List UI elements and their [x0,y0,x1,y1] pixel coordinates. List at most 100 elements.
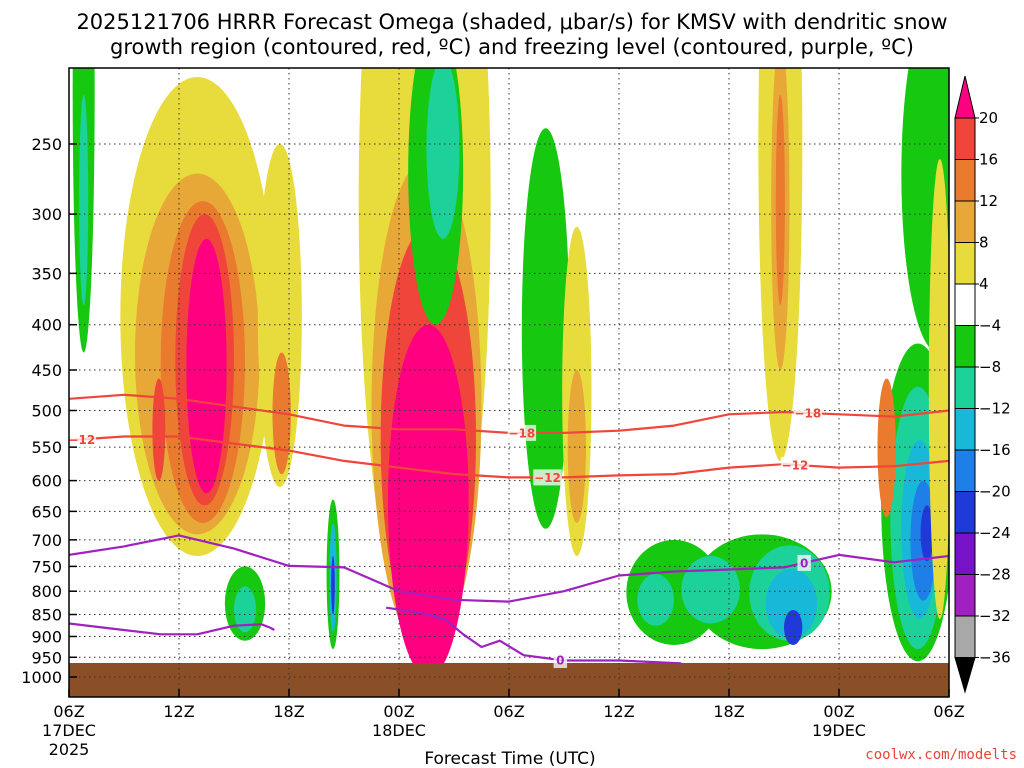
x-tick-label-4: 06Z [493,702,524,721]
y-tick-label-14: 950 [31,648,62,667]
plot-area: −12 −12 −12 −18 −18 0 0 [68,68,949,697]
colorbar-label-7: −12 [979,400,1011,418]
colorbar-segment-6 [954,325,976,368]
contour-label-bg-1-1 [793,405,823,422]
colorbar-label-13: −36 [979,649,1011,667]
colorbar-label-0: 20 [979,109,998,127]
y-tick-label-3: 400 [31,316,62,335]
x-tick-label-1: 12Z [163,702,194,721]
contour-label-0-1: −12 [534,471,561,485]
colorbar-label-8: −16 [979,441,1011,459]
y-tick-label-6: 550 [31,438,62,457]
omega-cell-1 [79,94,89,305]
contour-label-4-0: 0 [556,654,564,668]
y-tick-label-8: 650 [31,502,62,521]
colorbar-top-triangle [954,75,976,119]
colorbar-label-1: 16 [979,151,998,169]
colorbar-label-6: −8 [979,358,1001,376]
colorbar-label-5: −4 [979,317,1001,335]
contour-label-bg-0-1 [533,469,562,486]
contour-label-2-0: 0 [800,556,808,570]
contour-label-bg-2-0 [797,554,811,571]
omega-cell-15 [426,68,460,239]
colorbar-label-9: −20 [979,483,1011,501]
colorbar-bottom-triangle [954,657,976,694]
contour-label-1-1: −18 [794,407,821,421]
watermark-credit: coolwx.com/modelts [865,747,1017,763]
omega-cell-29 [681,556,741,624]
x-tick-label-3: 00Z [383,702,414,721]
omega-cell-28 [784,609,803,645]
omega-cell-13 [388,324,469,677]
omega-cell-30 [637,574,675,626]
omega-cell-41 [877,378,896,518]
colorbar-segment-8 [954,408,976,451]
x-tick-label-8: 06Z [933,702,964,721]
omega-cell-38 [920,505,934,562]
omega-cell-20 [234,586,256,633]
colorbar-label-12: −32 [979,607,1011,625]
x-tick-label-2: 18Z [273,702,304,721]
y-tick-label-13: 900 [31,627,62,646]
y-tick-label-7: 600 [31,472,62,491]
colorbar-segment-2 [954,159,976,202]
colorbar-segment-1 [954,117,976,160]
colorbar-legend: 20 16 12 8 4 −4 −8 −12 −16 −20 −24 −28 −32 −36 [954,75,1011,694]
omega-cell-21 [521,128,570,529]
colorbar-segment-5 [954,283,976,326]
x-axis-label: Forecast Time (UTC) [424,749,595,768]
contour-line-3 [69,622,275,636]
chart-title-line-1: 2025121706 HRRR Forecast Omega (shaded, … [76,10,947,34]
contour-lines: −12 −12 −12 −18 −18 0 0 [68,393,949,669]
colorbar-label-3: 8 [979,234,989,252]
colorbar-segment-12 [954,574,976,617]
omega-cell-7 [152,378,166,481]
y-tick-label-11: 800 [31,582,62,601]
chart-title-line-2: growth region (contoured, red, ºC) and f… [110,35,914,59]
colorbar-label-10: −24 [979,524,1011,542]
colorbar-segment-10 [954,491,976,534]
contour-label-bg-4-0 [553,652,568,669]
y-tick-label-15: 1000 [21,668,62,687]
y-tick-label-9: 700 [31,531,62,550]
x-tick-label-0: 06Z [53,702,84,721]
grid-lines [69,68,949,697]
colorbar-segment-7 [954,366,976,409]
y-tick-label-0: 250 [31,135,62,154]
colorbar-segment-4 [954,242,976,285]
omega-cell-33 [775,94,785,305]
y-tick-label-10: 750 [31,557,62,576]
colorbar-segment-11 [954,532,976,575]
contour-label-1-0: −18 [508,426,535,440]
y-tick-label-4: 450 [31,361,62,380]
y-tick-label-12: 850 [31,606,62,625]
omega-cell-40 [928,159,949,619]
contour-label-bg-1-0 [507,424,537,441]
contour-label-bg-0-2 [780,456,810,473]
omega-cell-23 [567,369,586,524]
colorbar-label-11: −28 [979,566,1011,584]
contour-line-4 [386,606,682,665]
colorbar-segment-13 [954,615,976,658]
omega-cell-8 [257,143,302,487]
omega-cell-18 [331,556,335,615]
y-axis-pressure-ticks: 250 300 350 400 450 500 550 600 650 700 750 800 850 9… [21,135,77,687]
x-tick-date-0: 17DEC [42,721,96,740]
x-tick-date-7: 19DEC [812,721,866,740]
x-tick-year-0: 2025 [49,740,90,759]
x-tick-label-5: 12Z [603,702,634,721]
colorbar-label-4: 4 [979,275,989,293]
omega-cell-27 [765,568,817,639]
contour-label-0-0: −12 [68,433,95,447]
x-tick-label-7: 00Z [823,702,854,721]
y-tick-label-2: 350 [31,264,62,283]
x-tick-label-6: 18Z [713,702,744,721]
colorbar-segment-3 [954,200,976,243]
contour-label-bg-0-0 [69,431,97,448]
contour-label-0-2: −12 [782,458,809,472]
y-tick-label-1: 300 [31,205,62,224]
y-tick-label-5: 500 [31,402,62,421]
colorbar-label-2: 12 [979,192,998,210]
